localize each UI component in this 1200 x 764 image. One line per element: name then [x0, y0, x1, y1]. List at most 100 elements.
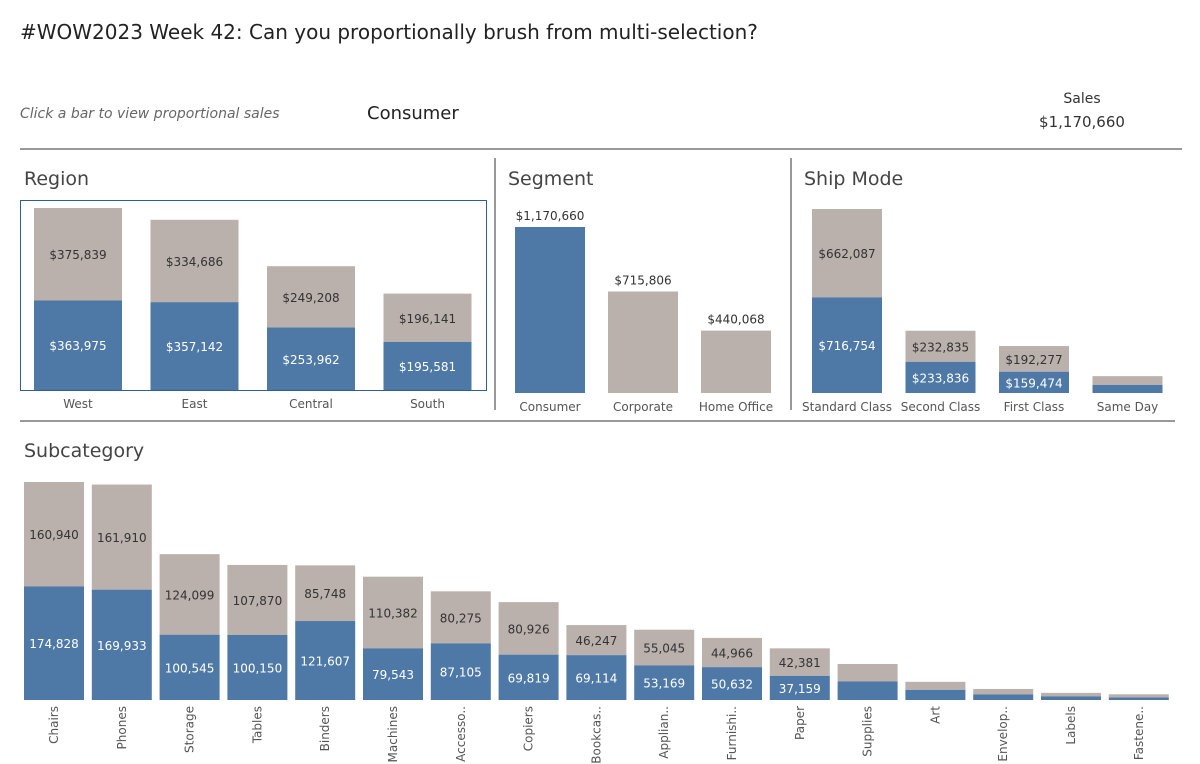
- subcategory-bar-rest[interactable]: [91, 484, 152, 590]
- subcategory-bar-selected[interactable]: [430, 643, 491, 700]
- region-bar-selected[interactable]: [34, 300, 122, 390]
- shipmode-selected-label: $233,836: [912, 371, 969, 385]
- subcategory-bar-selected[interactable]: [973, 694, 1034, 700]
- segment-bar[interactable]: [608, 291, 678, 393]
- segment-value-label: $440,068: [707, 313, 764, 327]
- subcategory-category-label: Copiers: [522, 706, 536, 751]
- subcategory-bar-rest[interactable]: [24, 482, 84, 587]
- shipmode-bar-rest[interactable]: [812, 209, 882, 298]
- region-selected-label: $357,142: [166, 340, 223, 354]
- subcategory-bar-rest[interactable]: [1108, 694, 1169, 698]
- subcategory-selected-label: 174,828: [29, 637, 79, 651]
- shipmode-bar-selected[interactable]: [1092, 384, 1163, 393]
- subcategory-bar-rest[interactable]: [295, 565, 356, 622]
- shipmode-bar-selected[interactable]: [905, 361, 976, 393]
- shipmode-bar-rest[interactable]: [905, 330, 976, 362]
- subcategory-rest-label: 107,870: [233, 594, 283, 608]
- region-selected-label: $195,581: [399, 360, 456, 374]
- subcategory-category-label: Machines: [386, 706, 400, 762]
- subcategory-rest-label: 44,966: [711, 647, 753, 661]
- subcategory-bar-rest[interactable]: [498, 602, 559, 655]
- region-bar-rest[interactable]: [267, 266, 355, 328]
- instruction-text: Click a bar to view proportional sales: [20, 106, 280, 122]
- subcategory-bar-rest[interactable]: [227, 564, 288, 635]
- shipmode-selected-label: $716,754: [818, 339, 875, 353]
- subcategory-rest-label: 42,381: [779, 656, 821, 670]
- shipmode-bar-selected[interactable]: [999, 371, 1069, 393]
- shipmode-bar-rest[interactable]: [1092, 376, 1163, 385]
- subcategory-category-label: Envelop..: [996, 706, 1010, 762]
- header-divider: [20, 148, 1182, 150]
- shipmode-bar-rest[interactable]: [999, 346, 1069, 372]
- region-category-label: South: [410, 397, 445, 411]
- subcategory-bar-selected[interactable]: [295, 621, 356, 700]
- subcategory-selected-label: 100,150: [233, 661, 283, 675]
- kpi-sales-value: $1,170,660: [1039, 113, 1125, 131]
- subcategory-rest-label: 124,099: [165, 588, 215, 602]
- subcategory-bar-rest[interactable]: [363, 576, 423, 649]
- subcategory-bar-rest[interactable]: [973, 688, 1034, 695]
- subcategory-bar-selected[interactable]: [1108, 697, 1169, 700]
- subcategory-category-label: Art: [928, 706, 942, 724]
- region-bar-rest[interactable]: [34, 208, 122, 301]
- subcategory-bar-rest[interactable]: [566, 625, 627, 656]
- subcategory-bar-selected[interactable]: [769, 675, 830, 700]
- subcategory-bar-rest[interactable]: [702, 637, 762, 668]
- subcategory-category-label: Chairs: [47, 706, 61, 744]
- subcategory-selected-label: 79,543: [372, 668, 414, 682]
- shipmode-selected-label: $159,474: [1005, 376, 1062, 390]
- subcategory-bar-selected[interactable]: [498, 654, 559, 700]
- subcategory-bar-selected[interactable]: [227, 634, 288, 700]
- subcategory-rest-label: 110,382: [368, 607, 418, 621]
- subcategory-category-label: Fastene..: [1132, 706, 1146, 760]
- subcategory-bar-rest[interactable]: [905, 681, 966, 690]
- subcategory-bar-selected[interactable]: [1041, 696, 1101, 700]
- region-category-label: East: [182, 397, 208, 411]
- shipmode-category-label: First Class: [1004, 400, 1065, 414]
- subcategory-bar-rest[interactable]: [634, 629, 695, 666]
- region-category-label: Central: [289, 397, 333, 411]
- region-bar-rest[interactable]: [383, 293, 472, 342]
- subcategory-bar-selected[interactable]: [159, 634, 220, 700]
- shipmode-bar-selected[interactable]: [812, 297, 882, 393]
- segment-bar[interactable]: [515, 227, 585, 393]
- subcategory-bar-selected[interactable]: [363, 648, 423, 700]
- subcategory-selected-label: 121,607: [300, 655, 350, 669]
- subcategory-title: Subcategory: [24, 440, 145, 462]
- subcategory-bar-selected[interactable]: [24, 586, 84, 700]
- subcategory-rest-label: 160,940: [29, 528, 79, 542]
- subcategory-bar-rest[interactable]: [159, 554, 220, 635]
- subcategory-bar-selected[interactable]: [905, 689, 966, 700]
- segment-bar[interactable]: [701, 330, 771, 393]
- subcategory-rest-label: 55,045: [643, 642, 685, 656]
- subcategory-bar-selected[interactable]: [702, 667, 762, 700]
- shipmode-category-label: Standard Class: [802, 400, 892, 414]
- shipmode-rest-label: $192,277: [1005, 353, 1062, 367]
- subcategory-bar-selected[interactable]: [837, 681, 898, 700]
- region-bar-rest[interactable]: [150, 219, 239, 303]
- selected-segment-label: Consumer: [367, 103, 459, 124]
- shipmode-category-label: Same Day: [1097, 400, 1159, 414]
- subcategory-category-label: Paper: [793, 706, 807, 740]
- subcategory-bar-rest[interactable]: [769, 648, 830, 676]
- subcategory-category-label: Labels: [1064, 706, 1078, 745]
- subcategory-bar-rest[interactable]: [430, 591, 491, 644]
- shipmode-rest-label: $232,835: [912, 340, 969, 354]
- subcategory-category-label: Tables: [250, 706, 264, 744]
- subcategory-selected-label: 69,819: [508, 671, 550, 685]
- shipmode-title: Ship Mode: [804, 168, 904, 190]
- subcategory-bar-rest[interactable]: [1041, 692, 1101, 697]
- subcategory-bar-selected[interactable]: [91, 589, 152, 700]
- subcategory-bar-selected[interactable]: [566, 655, 627, 700]
- region-bar-selected[interactable]: [267, 327, 355, 390]
- subcategory-rest-label: 80,275: [440, 611, 482, 625]
- segment-value-label: $715,806: [614, 273, 671, 287]
- shipmode-rest-label: $662,087: [818, 247, 875, 261]
- segment-category-label: Home Office: [699, 400, 773, 414]
- region-bar-selected[interactable]: [383, 341, 472, 390]
- region-bar-selected[interactable]: [150, 302, 239, 390]
- subcategory-bar-selected[interactable]: [634, 665, 695, 700]
- subcategory-bar-rest[interactable]: [837, 663, 898, 682]
- region-rest-label: $249,208: [282, 291, 339, 305]
